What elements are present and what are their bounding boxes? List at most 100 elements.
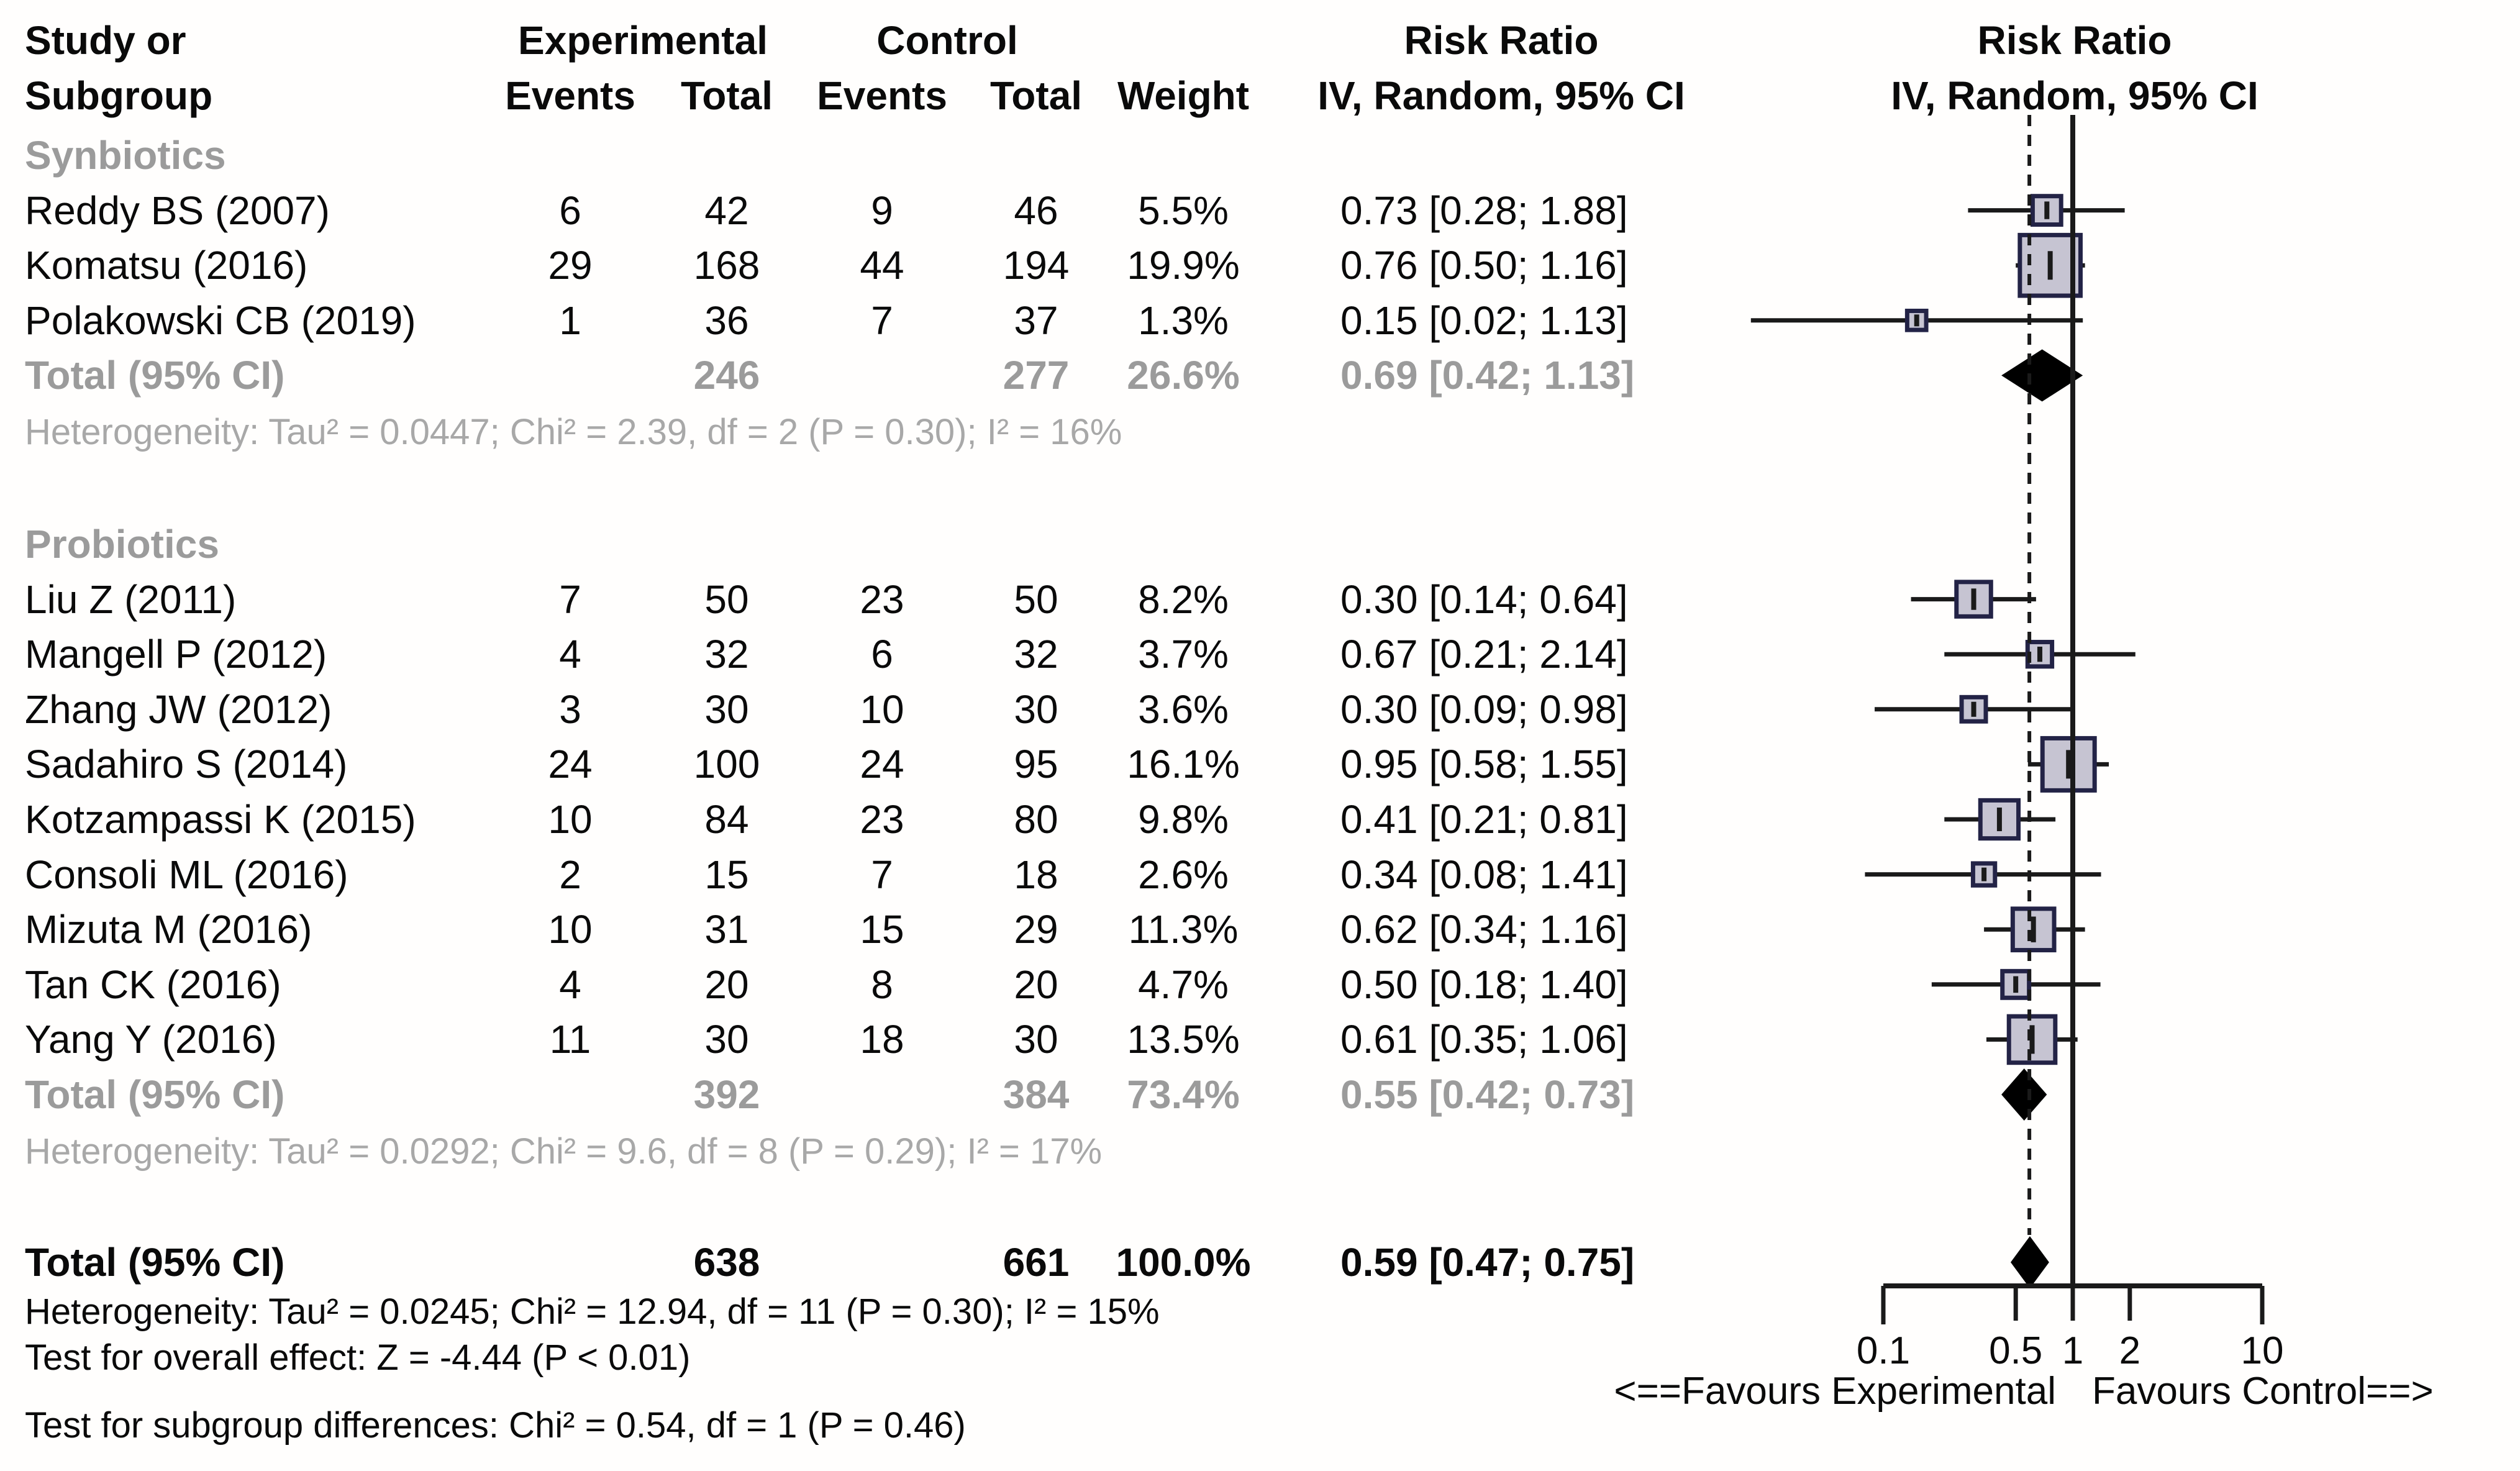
ctl-total-cell: 30 <box>1014 1017 1058 1062</box>
study-name: Sadahiro S (2014) <box>25 742 348 787</box>
weight-cell: 3.7% <box>1138 632 1229 677</box>
rr-ci-cell: 0.73 [0.28; 1.88] <box>1340 188 1628 233</box>
study-name: Tan CK (2016) <box>25 962 281 1007</box>
exp-events-cell: 10 <box>548 907 593 952</box>
overall-rr-ci: 0.59 [0.47; 0.75] <box>1340 1240 1635 1285</box>
col-header-control: Control <box>876 18 1018 63</box>
ctl-total-cell: 80 <box>1014 797 1058 842</box>
exp-total-cell: 20 <box>704 962 749 1007</box>
ctl-events-cell: 44 <box>860 243 904 288</box>
subgroup-heterogeneity-text: Heterogeneity: Tau² = 0.0447; Chi² = 2.3… <box>25 412 1122 453</box>
exp-total-cell: 36 <box>704 298 749 343</box>
subgroup-heterogeneity-text: Heterogeneity: Tau² = 0.0292; Chi² = 9.6… <box>25 1131 1103 1172</box>
subgroup-ctl-total: 277 <box>1003 353 1070 398</box>
subgroup-exp-total: 392 <box>693 1072 760 1117</box>
x-axis-tick-label: 10 <box>2240 1329 2284 1372</box>
overall-heterogeneity-text: Heterogeneity: Tau² = 0.0245; Chi² = 12.… <box>25 1291 1160 1332</box>
col-header-study-line2: Subgroup <box>25 73 213 118</box>
overall-pooled-diamond <box>2010 1236 2049 1288</box>
exp-total-cell: 50 <box>704 576 749 622</box>
study-name: Consoli ML (2016) <box>25 852 348 897</box>
exp-total-cell: 32 <box>704 632 749 677</box>
subgroup-total-label: Total (95% CI) <box>25 353 285 398</box>
ctl-events-cell: 23 <box>860 576 904 622</box>
exp-total-cell: 15 <box>704 852 749 897</box>
study-name: Zhang JW (2012) <box>25 686 332 732</box>
study-name: Polakowski CB (2019) <box>25 298 416 343</box>
ctl-events-cell: 24 <box>860 742 904 787</box>
exp-events-cell: 29 <box>548 243 593 288</box>
col-header-ctl-total: Total <box>989 73 1083 118</box>
effect-square-marker <box>2006 1014 2058 1065</box>
subgroup-rr-ci: 0.69 [0.42; 1.13] <box>1340 353 1635 398</box>
ctl-total-cell: 46 <box>1014 188 1058 233</box>
test-subgroup-differences-text: Test for subgroup differences: Chi² = 0.… <box>25 1405 966 1446</box>
exp-total-cell: 168 <box>693 243 760 288</box>
rr-ci-cell: 0.76 [0.50; 1.16] <box>1340 243 1628 288</box>
rr-ci-cell: 0.50 [0.18; 1.40] <box>1340 962 1628 1007</box>
ctl-total-cell: 194 <box>1003 243 1070 288</box>
exp-events-cell: 24 <box>548 742 593 787</box>
col-header-study-line1: Study or <box>25 18 186 63</box>
exp-events-cell: 6 <box>559 188 581 233</box>
weight-cell: 3.6% <box>1138 686 1229 732</box>
ctl-events-cell: 9 <box>871 188 893 233</box>
overall-total-label: Total (95% CI) <box>25 1240 285 1285</box>
exp-events-cell: 3 <box>559 686 581 732</box>
effect-square-marker <box>2030 194 2063 227</box>
subgroup-weight: 73.4% <box>1127 1072 1240 1117</box>
ctl-events-cell: 8 <box>871 962 893 1007</box>
test-overall-effect-text: Test for overall effect: Z = -4.44 (P < … <box>25 1337 691 1378</box>
overall-weight: 100.0% <box>1116 1240 1251 1285</box>
subgroup-pooled-diamond <box>2001 1068 2047 1121</box>
study-name: Kotzampassi K (2015) <box>25 797 416 842</box>
study-name: Liu Z (2011) <box>25 576 237 622</box>
ctl-total-cell: 95 <box>1014 742 1058 787</box>
exp-events-cell: 11 <box>549 1017 591 1062</box>
weight-cell: 8.2% <box>1138 576 1229 622</box>
ctl-total-cell: 20 <box>1014 962 1058 1007</box>
exp-total-cell: 84 <box>704 797 749 842</box>
weight-cell: 1.3% <box>1138 298 1229 343</box>
study-name: Komatsu (2016) <box>25 243 308 288</box>
exp-total-cell: 100 <box>693 742 760 787</box>
weight-cell: 11.3% <box>1128 907 1239 952</box>
x-axis-tick-label: 0.5 <box>1989 1329 2043 1372</box>
rr-ci-cell: 0.95 [0.58; 1.55] <box>1340 742 1628 787</box>
col-header-method-text: IV, Random, 95% CI <box>1317 73 1685 118</box>
exp-total-cell: 30 <box>704 686 749 732</box>
ctl-events-cell: 7 <box>871 298 893 343</box>
weight-cell: 19.9% <box>1127 243 1240 288</box>
ctl-total-cell: 18 <box>1014 852 1058 897</box>
ctl-events-cell: 18 <box>860 1017 904 1062</box>
favours-control-label: Favours Control==> <box>2092 1370 2434 1413</box>
rr-ci-cell: 0.61 [0.35; 1.06] <box>1340 1017 1628 1062</box>
exp-total-cell: 31 <box>704 907 749 952</box>
weight-cell: 16.1% <box>1127 742 1240 787</box>
ctl-events-cell: 6 <box>871 632 893 677</box>
subgroup-label: Probiotics <box>25 522 219 567</box>
rr-ci-cell: 0.34 [0.08; 1.41] <box>1340 852 1628 897</box>
x-axis-tick-label: 1 <box>2062 1329 2084 1372</box>
ctl-total-cell: 50 <box>1014 576 1058 622</box>
subgroup-exp-total: 246 <box>693 353 760 398</box>
study-name: Mizuta M (2016) <box>25 907 312 952</box>
ctl-total-cell: 29 <box>1014 907 1058 952</box>
ctl-events-cell: 10 <box>860 686 904 732</box>
subgroup-weight: 26.6% <box>1127 353 1240 398</box>
subgroup-rr-ci: 0.55 [0.42; 0.73] <box>1340 1072 1635 1117</box>
favours-experimental-label: <==Favours Experimental <box>1614 1370 2056 1413</box>
exp-events-cell: 4 <box>559 962 581 1007</box>
subgroup-label: Synbiotics <box>25 133 226 178</box>
overall-ctl-total: 661 <box>1003 1240 1070 1285</box>
col-header-method-plot: IV, Random, 95% CI <box>1891 73 2258 118</box>
ctl-total-cell: 37 <box>1014 298 1058 343</box>
exp-total-cell: 42 <box>704 188 749 233</box>
effect-square-marker <box>1959 695 1988 724</box>
col-header-exp-total: Total <box>680 73 773 118</box>
col-header-exp-events: Events <box>505 73 635 118</box>
subgroup-total-label: Total (95% CI) <box>25 1072 285 1117</box>
weight-cell: 5.5% <box>1138 188 1229 233</box>
